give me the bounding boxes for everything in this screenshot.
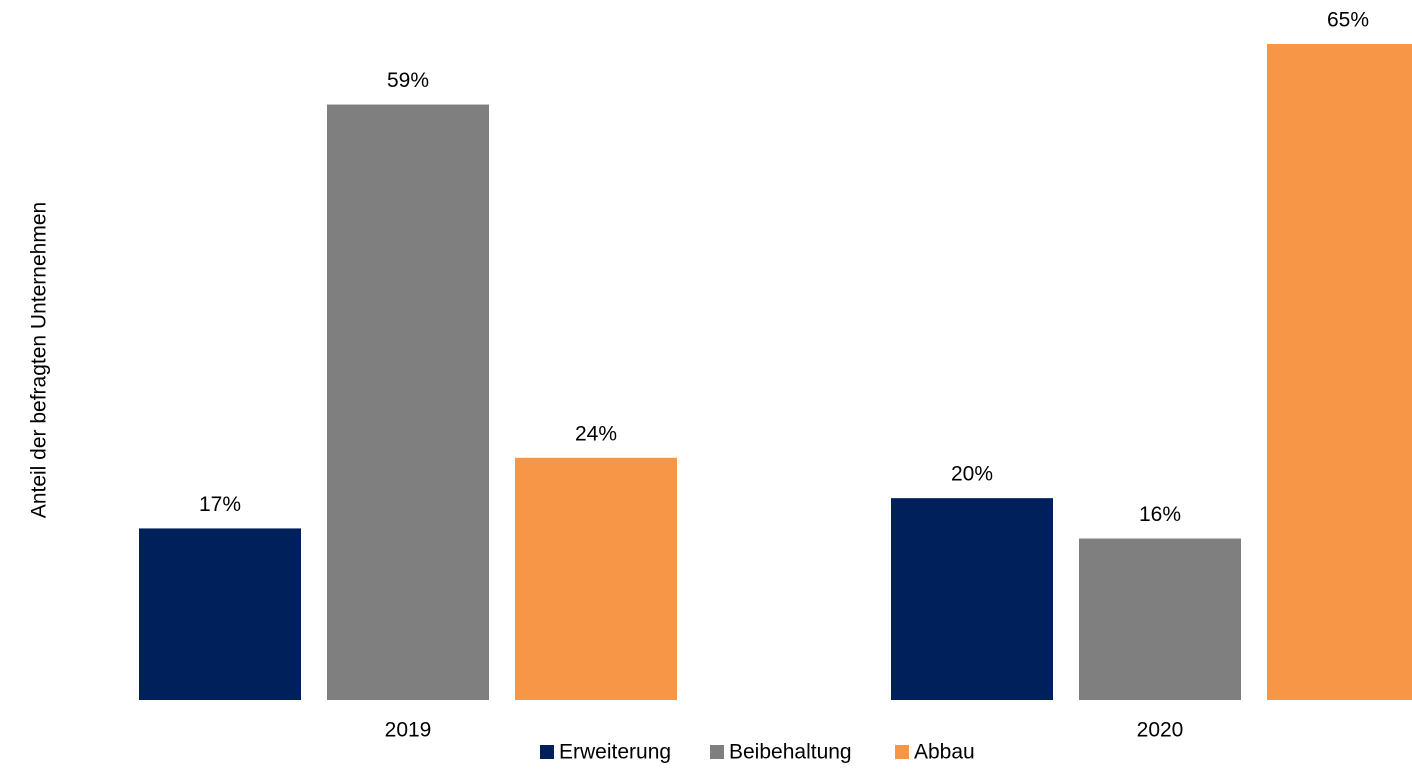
data-label: 59%	[387, 69, 429, 92]
bar	[139, 528, 301, 700]
legend-label: Erweiterung	[559, 741, 671, 764]
legend-swatch	[540, 745, 554, 759]
legend: Erweiterung Beibehaltung Abbau	[540, 741, 975, 764]
bar	[891, 498, 1053, 700]
bar	[515, 457, 677, 700]
legend-swatch	[710, 745, 724, 759]
data-label: 24%	[575, 422, 617, 445]
bar	[1079, 538, 1241, 700]
y-axis-label: Anteil der befragten Unternehmen	[28, 202, 51, 518]
data-label: 17%	[199, 493, 241, 516]
legend-label: Beibehaltung	[729, 741, 852, 764]
legend-label: Abbau	[914, 741, 975, 764]
data-label: 20%	[951, 463, 993, 486]
bar	[1267, 44, 1412, 700]
data-label: 16%	[1139, 503, 1181, 526]
x-tick-label: 2020	[1137, 719, 1184, 742]
legend-swatch	[895, 745, 909, 759]
data-label: 65%	[1327, 9, 1369, 32]
x-tick-label: 2019	[385, 719, 432, 742]
bar	[327, 104, 489, 701]
